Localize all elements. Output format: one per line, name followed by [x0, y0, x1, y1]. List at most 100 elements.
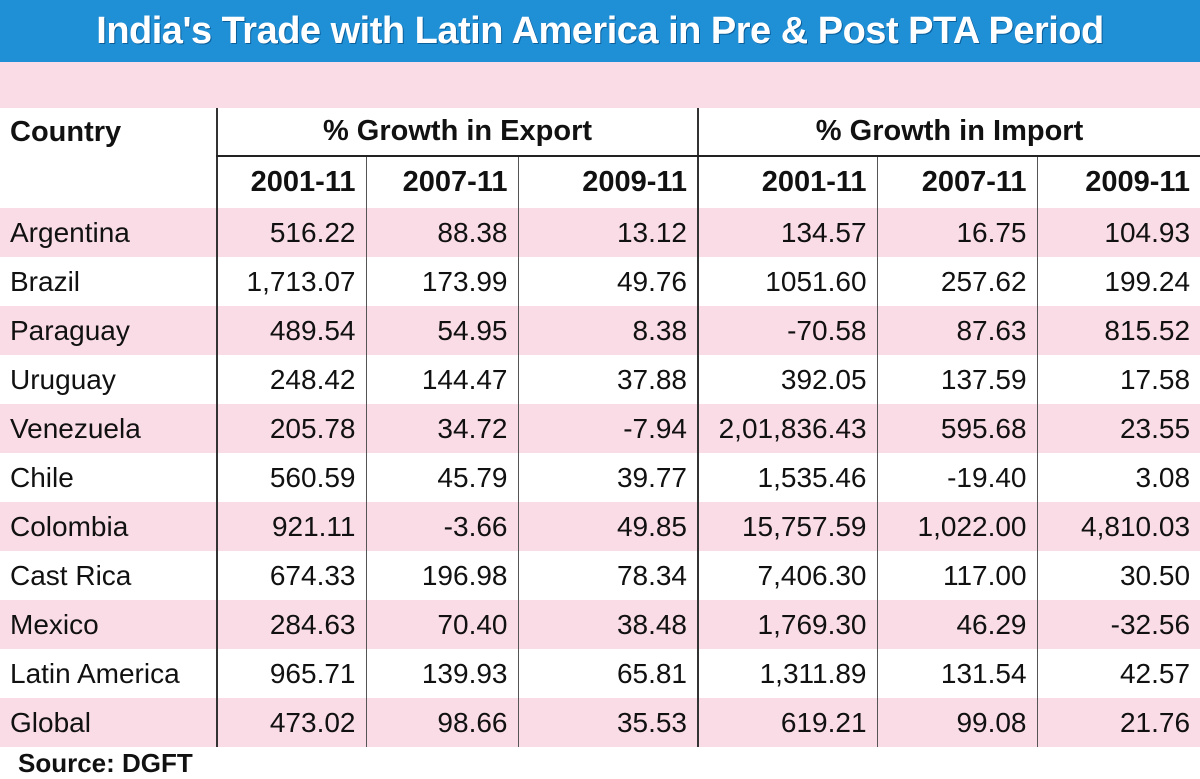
value-cell: 70.40: [365, 600, 518, 649]
value-cell: 516.22: [216, 208, 366, 257]
value-cell: 16.75: [876, 208, 1038, 257]
value-cell: 2,01,836.43: [697, 404, 878, 453]
table-row: Mexico 284.63 70.40 38.48 1,769.30 46.29 -32.5…: [0, 600, 1200, 649]
value-cell: 65.81: [517, 649, 699, 698]
export-group-header: % Growth in Export: [215, 108, 699, 157]
value-cell: 619.21: [697, 698, 878, 747]
value-cell: 1,022.00: [876, 502, 1038, 551]
value-cell: 46.29: [876, 600, 1038, 649]
import-group-header: % Growth in Import: [697, 108, 1200, 157]
value-cell: 131.54: [876, 649, 1038, 698]
value-cell: 15,757.59: [697, 502, 878, 551]
year-header: 2007-11: [365, 156, 518, 208]
value-cell: -3.66: [365, 502, 518, 551]
value-cell: 42.57: [1036, 649, 1200, 698]
value-cell: 39.77: [517, 453, 699, 502]
value-cell: 104.93: [1036, 208, 1200, 257]
country-cell: Venezuela: [0, 404, 217, 453]
country-cell: Global: [0, 698, 217, 747]
value-cell: 473.02: [216, 698, 366, 747]
value-cell: 199.24: [1036, 257, 1200, 306]
value-cell: 7,406.30: [697, 551, 878, 600]
value-cell: 38.48: [517, 600, 699, 649]
country-cell: Argentina: [0, 208, 217, 257]
value-cell: 78.34: [517, 551, 699, 600]
country-cell: Latin America: [0, 649, 217, 698]
value-cell: -7.94: [517, 404, 699, 453]
value-cell: 34.72: [365, 404, 518, 453]
country-cell: Chile: [0, 453, 217, 502]
table-row: Brazil 1,713.07 173.99 49.76 1051.60 257.62 19…: [0, 257, 1200, 306]
value-cell: 117.00: [876, 551, 1038, 600]
table-row: Chile 560.59 45.79 39.77 1,535.46 -19.40 3.08: [0, 453, 1200, 502]
value-cell: 1,713.07: [216, 257, 366, 306]
value-cell: 1,311.89: [697, 649, 878, 698]
year-header-blank: [0, 156, 217, 208]
value-cell: 392.05: [697, 355, 878, 404]
value-cell: 139.93: [365, 649, 518, 698]
country-cell: Brazil: [0, 257, 217, 306]
country-cell: Colombia: [0, 502, 217, 551]
year-header-row: 2001-11 2007-11 2009-11 2001-11 2007-11 …: [0, 156, 1200, 208]
value-cell: 1,769.30: [697, 600, 878, 649]
country-cell: Uruguay: [0, 355, 217, 404]
value-cell: 560.59: [216, 453, 366, 502]
value-cell: 1,535.46: [697, 453, 878, 502]
value-cell: 965.71: [216, 649, 366, 698]
value-cell: 921.11: [216, 502, 366, 551]
value-cell: 137.59: [876, 355, 1038, 404]
value-cell: 45.79: [365, 453, 518, 502]
year-header: 2001-11: [216, 156, 366, 208]
value-cell: 489.54: [216, 306, 366, 355]
country-cell: Cast Rica: [0, 551, 217, 600]
table-row: Paraguay 489.54 54.95 8.38 -70.58 87.63 815.52: [0, 306, 1200, 355]
trade-table: Country % Growth in Export % Growth in I…: [0, 108, 1200, 747]
value-cell: 3.08: [1036, 453, 1200, 502]
value-cell: 23.55: [1036, 404, 1200, 453]
value-cell: 595.68: [876, 404, 1038, 453]
table-body: Argentina 516.22 88.38 13.12 134.57 16.75 104.…: [0, 208, 1200, 747]
year-header: 2009-11: [1036, 156, 1200, 208]
value-cell: -32.56: [1036, 600, 1200, 649]
table-row: Argentina 516.22 88.38 13.12 134.57 16.75 104.…: [0, 208, 1200, 257]
country-header: Country: [10, 115, 122, 148]
value-cell: 35.53: [517, 698, 699, 747]
value-cell: 257.62: [876, 257, 1038, 306]
year-header: 2007-11: [876, 156, 1038, 208]
value-cell: 1051.60: [697, 257, 878, 306]
value-cell: 284.63: [216, 600, 366, 649]
value-cell: 815.52: [1036, 306, 1200, 355]
group-header-row: Country % Growth in Export % Growth in I…: [0, 108, 1200, 157]
table-row: Latin America 965.71 139.93 65.81 1,311.89 13…: [0, 649, 1200, 698]
value-cell: 98.66: [365, 698, 518, 747]
value-cell: 173.99: [365, 257, 518, 306]
table-row: Uruguay 248.42 144.47 37.88 392.05 137.59 17.5…: [0, 355, 1200, 404]
title-bar: India's Trade with Latin America in Pre …: [0, 0, 1200, 62]
value-cell: 17.58: [1036, 355, 1200, 404]
value-cell: 99.08: [876, 698, 1038, 747]
source-note: Source: DGFT: [18, 748, 193, 778]
value-cell: 196.98: [365, 551, 518, 600]
value-cell: 144.47: [365, 355, 518, 404]
value-cell: 54.95: [365, 306, 518, 355]
page-title: India's Trade with Latin America in Pre …: [96, 9, 1104, 52]
value-cell: 4,810.03: [1036, 502, 1200, 551]
value-cell: 49.76: [517, 257, 699, 306]
value-cell: 30.50: [1036, 551, 1200, 600]
country-cell: Paraguay: [0, 306, 217, 355]
table-row: Cast Rica 674.33 196.98 78.34 7,406.30 117.00…: [0, 551, 1200, 600]
value-cell: 21.76: [1036, 698, 1200, 747]
value-cell: -70.58: [697, 306, 878, 355]
table-row: Global 473.02 98.66 35.53 619.21 99.08 21.76: [0, 698, 1200, 747]
table-row: Venezuela 205.78 34.72 -7.94 2,01,836.43 595.…: [0, 404, 1200, 453]
value-cell: 37.88: [517, 355, 699, 404]
value-cell: 205.78: [216, 404, 366, 453]
value-cell: 87.63: [876, 306, 1038, 355]
value-cell: 674.33: [216, 551, 366, 600]
header-band: [0, 62, 1200, 108]
country-cell: Mexico: [0, 600, 217, 649]
year-header: 2001-11: [697, 156, 878, 208]
value-cell: 88.38: [365, 208, 518, 257]
value-cell: -19.40: [876, 453, 1038, 502]
value-cell: 49.85: [517, 502, 699, 551]
